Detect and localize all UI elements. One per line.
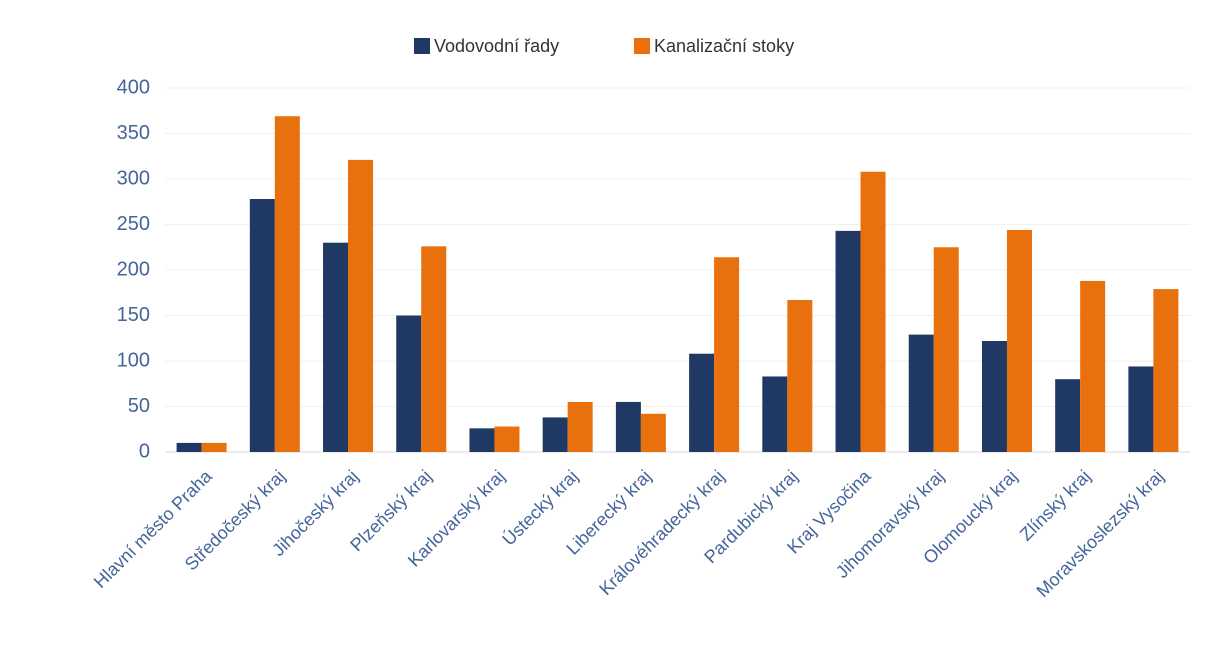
y-tick-label: 50 [128, 395, 150, 417]
bar [323, 242, 349, 452]
bar [933, 247, 959, 452]
x-tick-label: Královéhradecký kraj [595, 466, 728, 599]
bar [835, 230, 861, 452]
bar [762, 376, 788, 452]
y-tick-label: 0 [139, 440, 150, 462]
bar [1080, 280, 1106, 452]
bar [542, 417, 568, 452]
bar [494, 426, 520, 452]
bar [714, 257, 740, 452]
legend-swatch [414, 38, 430, 54]
bar [640, 413, 666, 452]
y-tick-label: 200 [117, 258, 150, 280]
bar [249, 199, 275, 452]
bar [201, 442, 227, 452]
bar [689, 353, 715, 452]
x-tick-label: Hlavní město Praha [90, 465, 217, 592]
bar [981, 340, 1007, 452]
x-tick-label: Moravskoslezský kraj [1032, 466, 1167, 601]
bar [787, 300, 813, 452]
y-tick-label: 300 [117, 167, 150, 189]
y-tick-label: 100 [117, 349, 150, 371]
bar [176, 442, 202, 452]
legend-label: Kanalizační stoky [654, 36, 794, 56]
bar [348, 159, 374, 452]
bar [421, 246, 447, 452]
y-tick-label: 350 [117, 122, 150, 144]
bar [567, 401, 593, 452]
bar [1128, 366, 1154, 452]
bar [908, 334, 934, 452]
legend-swatch [634, 38, 650, 54]
bar [1153, 289, 1179, 452]
bar [396, 315, 422, 452]
bar [1006, 229, 1032, 452]
y-tick-label: 400 [117, 76, 150, 98]
y-tick-label: 150 [117, 304, 150, 326]
bar [615, 401, 641, 452]
x-tick-label: Zlínský kraj [1016, 466, 1094, 544]
legend-label: Vodovodní řady [434, 36, 559, 56]
bar [860, 171, 886, 452]
y-tick-label: 250 [117, 213, 150, 235]
bar [1055, 379, 1081, 452]
bar [274, 116, 300, 453]
bar [469, 428, 495, 452]
